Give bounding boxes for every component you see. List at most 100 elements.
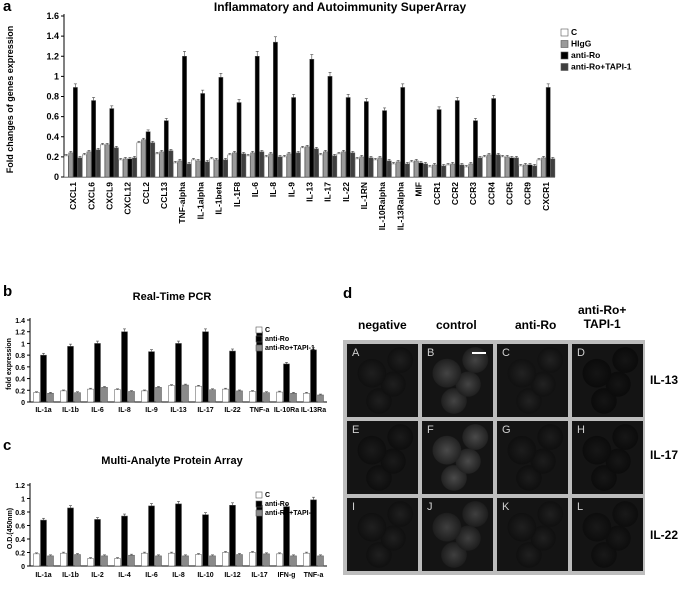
y-tick-label: 0 <box>54 172 59 182</box>
micro-cell-a: A <box>347 344 418 417</box>
bar-a-higg-ccr3 <box>468 163 474 178</box>
bar-c-anti-ro-tapi-1-il-6 <box>155 555 162 567</box>
y-tick-label: 1.4 <box>46 31 59 41</box>
y-tick-label: 0.2 <box>15 551 25 558</box>
bar-a-anti-ro-tapi-1-il-17 <box>332 155 337 178</box>
micro-cell-letter: D <box>577 347 585 359</box>
bar-a-c-il-6 <box>245 155 251 178</box>
bar-b-c-il-10ra <box>276 391 283 403</box>
x-tick-label: IL-22 <box>224 407 240 414</box>
micro-cell-letter: E <box>352 424 360 436</box>
x-tick-label: IL-4 <box>118 572 131 579</box>
legend-entry: C <box>571 27 577 37</box>
panel-letter-c: c <box>3 437 12 454</box>
x-tick-label: IL-12 <box>224 572 240 579</box>
bar-a-anti-ro-ccr5 <box>509 157 515 178</box>
bar-b-anti-ro-tapi-1-il-10ra <box>290 392 297 403</box>
bar-a-anti-ro-ccr4 <box>491 98 497 178</box>
bar-a-c-il-1alpha <box>191 159 196 178</box>
micro-col-header-control: control <box>436 318 477 332</box>
micro-cell-letter: I <box>352 501 356 513</box>
scale-bar <box>472 352 486 354</box>
bar-a-anti-ro-il-1beta <box>218 77 224 178</box>
bar-a-higg-cxcl9 <box>104 144 110 178</box>
bar-a-anti-ro-il-10ralpha <box>382 110 387 178</box>
bar-c-anti-ro-il-1b <box>67 507 74 567</box>
bar-a-c-cxcl12 <box>118 159 124 178</box>
x-tick-label: CCR3 <box>468 182 478 205</box>
bar-a-higg-il-10ralpha <box>377 157 383 178</box>
bar-b-anti-ro-il-22 <box>229 350 236 403</box>
bar-a-c-ccl2 <box>136 142 142 178</box>
micro-cell-letter: A <box>352 347 360 359</box>
bar-a-anti-ro-ccr2 <box>454 100 460 178</box>
x-tick-label: CXCL12 <box>123 182 133 215</box>
y-axis-label: fold expression <box>6 338 13 390</box>
micro-cell-c: C <box>497 344 568 417</box>
bar-a-c-ccr9 <box>518 165 524 178</box>
micro-row-label-il22: IL-22 <box>650 528 679 542</box>
bar-a-c-tnf-alpha <box>172 162 178 178</box>
bar-a-c-il-8 <box>263 156 269 178</box>
bar-b-anti-ro-tapi-1-il-1a <box>47 392 54 403</box>
bar-b-c-il-13 <box>168 385 175 403</box>
micro-cell-k: K <box>497 498 568 571</box>
bar-a-anti-ro-ccr9 <box>527 164 533 178</box>
legend-entry: anti-Ro+TAPI-1 <box>265 510 315 517</box>
micro-cell-l: L <box>572 498 643 571</box>
bar-c-anti-ro-il-1a <box>40 519 47 567</box>
micro-cell-j: J <box>422 498 493 571</box>
chart-title: Real-Time PCR <box>133 291 212 303</box>
bar-c-anti-ro-tapi-1-il-17 <box>263 553 270 567</box>
bar-a-anti-ro-tnf-alpha <box>182 56 187 178</box>
micro-cell-letter: H <box>577 424 585 436</box>
bar-a-anti-ro-tapi-1-tnf-alpha <box>186 163 192 178</box>
micro-cell-e: E <box>347 421 418 494</box>
bar-b-anti-ro-il-10ra <box>283 363 290 403</box>
bar-c-anti-ro-il-10 <box>202 514 209 567</box>
bar-c-anti-ro-il-4 <box>121 515 128 567</box>
y-tick-label: 1.2 <box>46 51 59 61</box>
bar-a-higg-il-8 <box>268 153 274 178</box>
bar-b-c-il-6 <box>87 388 94 403</box>
bar-a-c-il-22 <box>336 153 342 178</box>
legend-swatch <box>255 335 263 343</box>
bar-b-anti-ro-il-9 <box>148 351 155 403</box>
bar-a-higg-il-9 <box>286 153 292 178</box>
x-tick-label: IL-17 <box>251 572 267 579</box>
legend-swatch <box>255 500 263 508</box>
x-tick-label: IL-8 <box>172 572 185 579</box>
chart-title: Inflammatory and Autoimmunity SuperArray <box>214 0 467 14</box>
x-tick-label: CXCL1 <box>68 182 78 210</box>
micro-cell-letter: L <box>577 501 584 513</box>
bar-b-anti-ro-il-6 <box>94 343 101 403</box>
legend-entry: anti-Ro <box>265 501 289 508</box>
legend-entry: anti-Ro <box>571 50 600 60</box>
bar-a-anti-ro-tapi-1-cxcl9 <box>114 147 119 178</box>
bar-a-higg-mif <box>413 160 419 178</box>
bar-c-anti-ro-il-2 <box>94 519 101 567</box>
bar-a-c-cxcr1 <box>536 159 542 178</box>
y-tick-label: 0.2 <box>15 388 25 395</box>
x-tick-label: IL-8 <box>118 407 131 414</box>
y-tick-label: 0.4 <box>15 537 25 544</box>
micro-cell-letter: K <box>502 501 510 513</box>
bar-c-anti-ro-tapi-1-il-10 <box>209 555 216 567</box>
legend-swatch <box>560 40 569 48</box>
micro-cell-letter: F <box>427 424 434 436</box>
bar-a-anti-ro-tapi-1-il-9 <box>295 152 301 178</box>
bar-a-c-ccl13 <box>154 153 160 178</box>
legend-swatch <box>560 63 569 71</box>
micro-cell-d: D <box>572 344 643 417</box>
micro-cell-letter: J <box>427 501 433 513</box>
y-tick-label: 0.6 <box>15 365 25 372</box>
bar-a-c-il-1rn <box>354 158 360 178</box>
bar-a-higg-cxcl1 <box>68 152 74 178</box>
micro-row-label-il17: IL-17 <box>650 448 679 462</box>
bar-a-anti-ro-tapi-1-il-8 <box>277 156 283 178</box>
y-tick-label: 0.8 <box>46 92 59 102</box>
bar-a-higg-il-13ralpha <box>395 161 401 178</box>
x-tick-label: IL-9 <box>145 407 158 414</box>
bar-a-anti-ro-il-1alpha <box>200 93 206 178</box>
y-tick-label: 0.6 <box>46 112 59 122</box>
